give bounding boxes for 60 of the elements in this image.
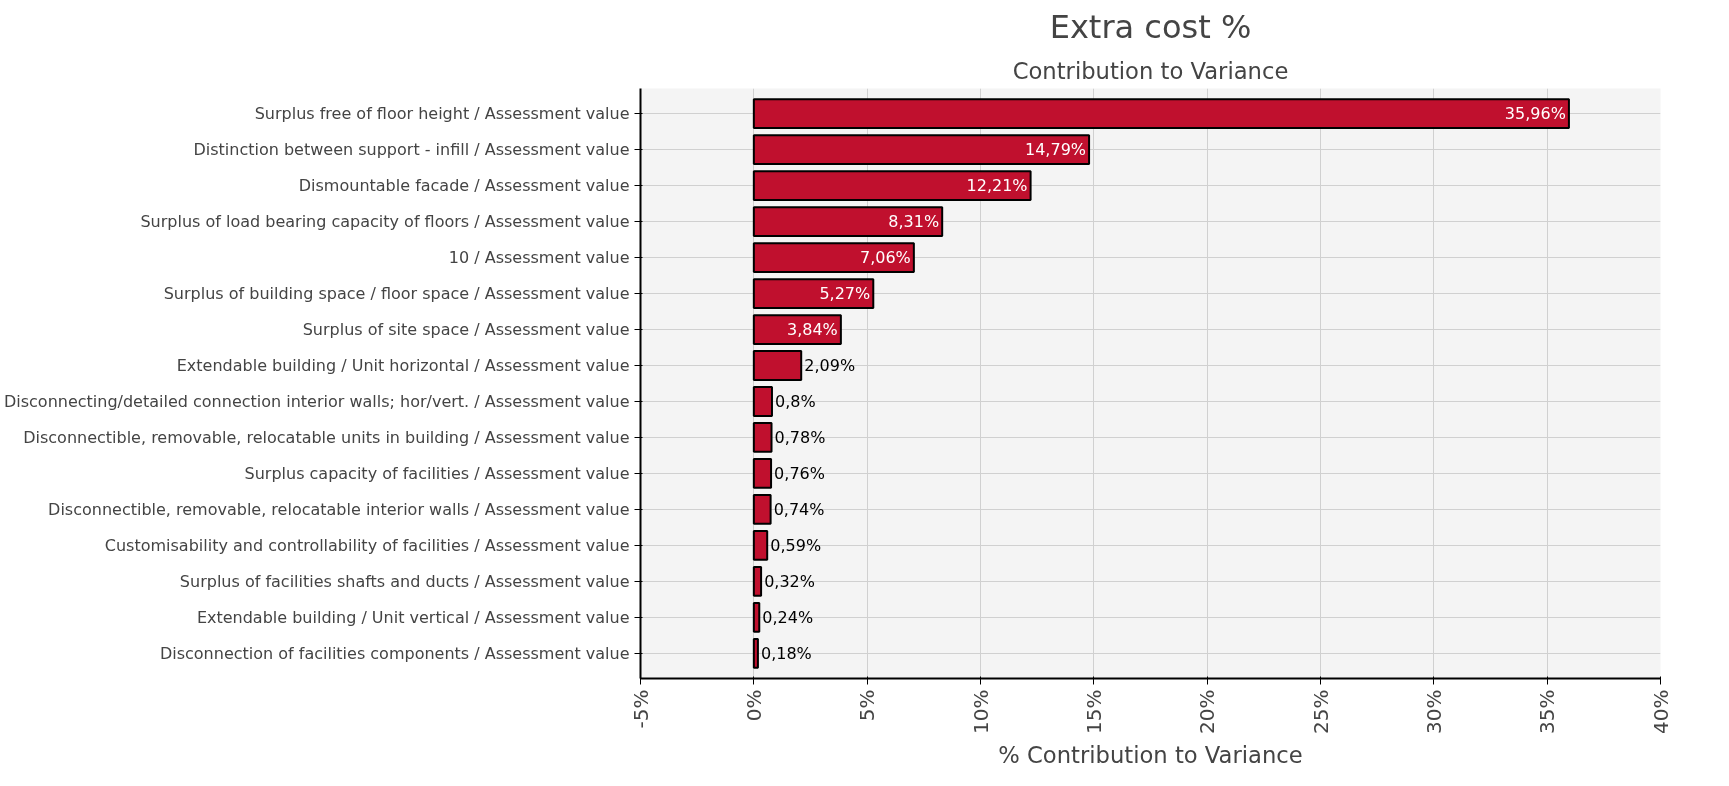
- y-tick-label: Extendable building / Unit horizontal / Assessment value: [176, 356, 630, 376]
- x-tick-label: 15%: [1081, 689, 1106, 734]
- bar: [752, 386, 773, 417]
- y-tick-label: Disconnecting/detailed connection interior walls; hor/vert. / Assessment value: [3, 391, 630, 411]
- data-label: 12,21%: [966, 176, 1028, 196]
- x-tick-label: 35%: [1535, 689, 1560, 734]
- bar: [752, 637, 759, 669]
- y-tick-label: 10 / Assessment value: [448, 248, 630, 268]
- data-label: 0,74%: [773, 499, 825, 519]
- data-label: 0,76%: [774, 463, 825, 483]
- x-tick-label: 10%: [968, 689, 993, 734]
- bar: [752, 206, 944, 237]
- data-label: 2,09%: [804, 356, 856, 376]
- data-label: 7,06%: [859, 248, 911, 268]
- y-tick-label: Surplus capacity of facilities / Assessment value: [244, 463, 630, 483]
- y-tick-label: Distinction between support - infill / Assessment value: [193, 140, 630, 160]
- y-tick-label: Surplus of building space / floor space / Assessment value: [163, 284, 630, 304]
- data-label: 8,31%: [888, 212, 940, 232]
- bar: [752, 422, 773, 453]
- y-tick-label: Disconnectible, removable, relocatable interior walls / Assessment value: [48, 499, 630, 519]
- bar: [752, 458, 773, 489]
- chart-subtitle: Contribution to Variance: [1012, 57, 1289, 84]
- bar: [752, 98, 1570, 130]
- bar: [752, 170, 1032, 202]
- data-label: 14,79%: [1025, 140, 1087, 160]
- y-tick-label: Dismountable facade / Assessment value: [298, 176, 630, 196]
- data-label: 0,8%: [775, 391, 816, 411]
- x-tick-label: 5%: [855, 689, 880, 722]
- data-label: 0,59%: [770, 535, 822, 555]
- bar: [752, 565, 763, 597]
- x-tick-label: 20%: [1195, 689, 1220, 734]
- bar: [752, 242, 915, 273]
- data-label: 35,96%: [1504, 104, 1566, 124]
- x-tick-label: 25%: [1308, 689, 1333, 734]
- bar: [752, 530, 769, 561]
- bar: [752, 494, 772, 525]
- data-label: 0,32%: [764, 571, 815, 591]
- y-tick-label: Customisability and controllability of facilities / Assessment value: [104, 535, 630, 555]
- bar: [752, 278, 875, 309]
- chart-title: Extra cost %: [1049, 7, 1252, 46]
- x-tick-label: -5%: [628, 689, 653, 729]
- data-label: 5,27%: [819, 284, 871, 304]
- y-tick-label: Disconnection of facilities components / Assessment value: [159, 643, 630, 663]
- y-tick-label: Surplus free of floor height / Assessment value: [254, 104, 630, 124]
- y-tick-label: Disconnectible, removable, relocatable units in building / Assessment value: [23, 427, 630, 447]
- data-label: 3,84%: [786, 320, 838, 340]
- y-tick-label: Surplus of facilities shafts and ducts / Assessment value: [179, 571, 630, 591]
- y-tick-label: Surplus of site space / Assessment value: [302, 320, 630, 340]
- x-axis-title: % Contribution to Variance: [998, 741, 1303, 768]
- y-tick-label: Surplus of load bearing capacity of floors / Assessment value: [140, 212, 630, 232]
- bar: [752, 350, 803, 381]
- data-label: 0,18%: [760, 643, 812, 663]
- x-tick-label: 0%: [741, 689, 766, 722]
- y-tick-label: Extendable building / Unit vertical / Assessment value: [196, 607, 630, 627]
- x-tick-label: 40%: [1648, 689, 1673, 734]
- bar: [752, 134, 1091, 166]
- data-label: 0,24%: [762, 607, 814, 627]
- data-label: 0,78%: [774, 427, 826, 447]
- x-tick-label: 30%: [1421, 689, 1446, 734]
- bar: [752, 601, 761, 633]
